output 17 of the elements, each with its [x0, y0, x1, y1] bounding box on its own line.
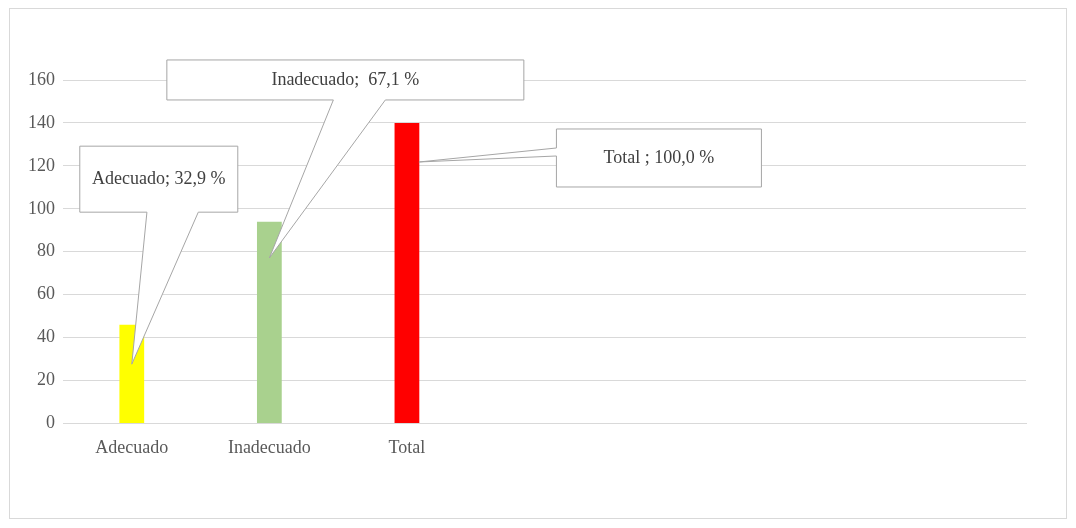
x-tick-label: Inadecuado [227, 436, 311, 457]
bar [256, 221, 282, 423]
y-tick-label: 140 [28, 111, 55, 132]
x-tick-label: Total [388, 436, 426, 457]
bar [394, 122, 420, 423]
annotation: Adecuado; 32,9 % [92, 167, 226, 188]
annotation: Inadecuado; 67,1 % [271, 68, 420, 89]
y-tick-label: 160 [28, 68, 55, 89]
y-tick-label: 80 [37, 240, 55, 261]
y-tick-label: 100 [28, 197, 55, 218]
y-tick-label: 60 [37, 283, 55, 304]
y-tick-label: 120 [28, 154, 55, 175]
x-tick-label: Adecuado [95, 436, 169, 457]
y-tick-label: 20 [37, 369, 55, 390]
y-tick-label: 0 [46, 412, 55, 433]
y-tick-label: 40 [37, 326, 55, 347]
annotation: Total ; 100,0 % [603, 146, 715, 167]
